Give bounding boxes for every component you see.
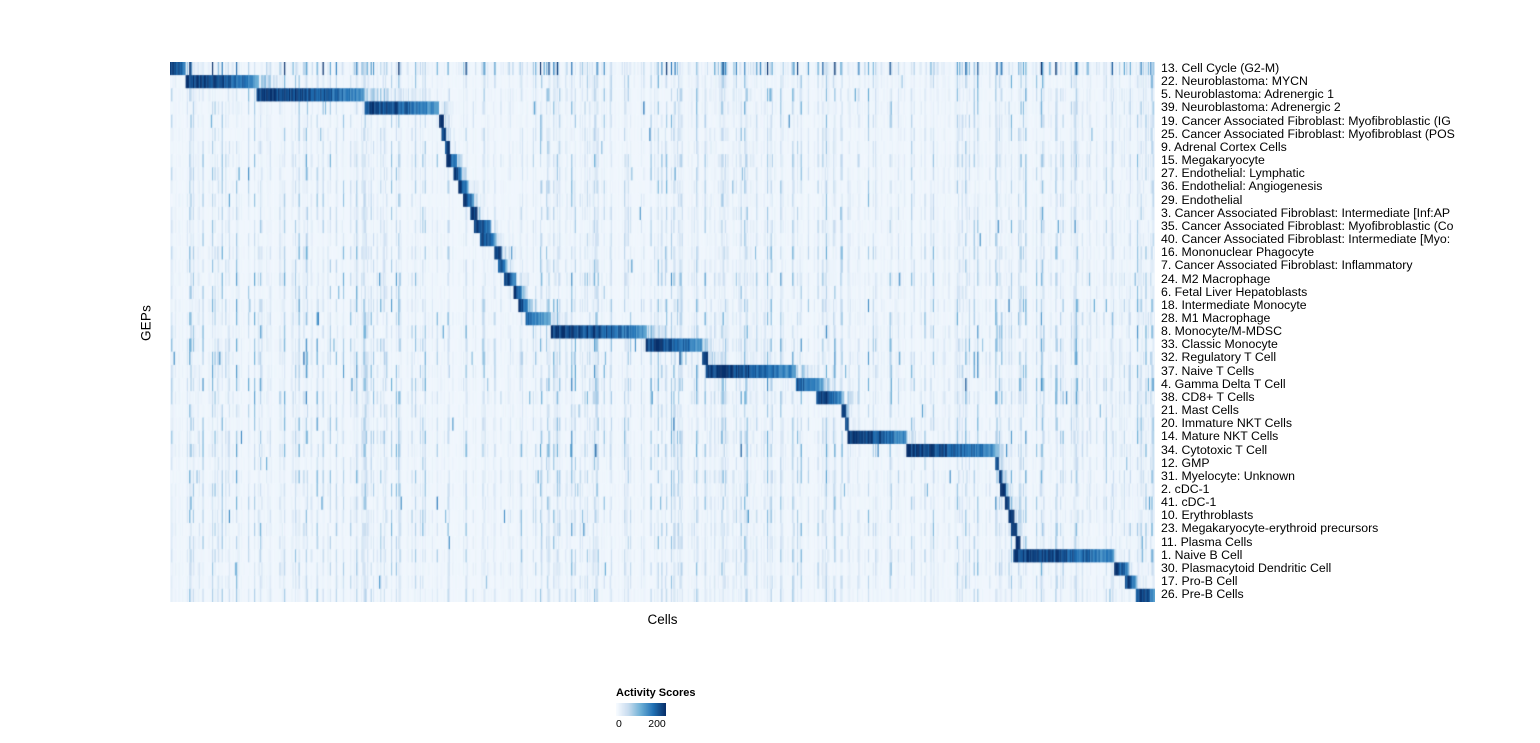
row-label: 32. Regulatory T Cell (1161, 350, 1277, 365)
row-label: 4. Gamma Delta T Cell (1161, 376, 1286, 391)
x-axis-label: Cells (647, 612, 678, 627)
row-label: 38. CD8+ T Cells (1161, 389, 1255, 404)
row-label: 29. Endothelial (1161, 192, 1243, 207)
legend-min-label: 0 (616, 718, 622, 730)
row-label: 26. Pre-B Cells (1161, 587, 1244, 602)
legend-scale-labels: 0 200 (616, 718, 736, 732)
row-label: 15. Megakaryocyte (1161, 153, 1265, 168)
row-label: 5. Neuroblastoma: Adrenergic 1 (1161, 87, 1334, 102)
row-label: 11. Plasma Cells (1161, 534, 1253, 549)
y-axis-label: GEPs (138, 304, 154, 342)
row-label: 34. Cytotoxic T Cell (1161, 442, 1268, 457)
legend: Activity Scores 0 200 (616, 687, 736, 732)
row-label: 2. cDC-1 (1161, 482, 1210, 496)
row-label: 39. Neuroblastoma: Adrenergic 2 (1161, 100, 1341, 115)
row-label: 30. Plasmacytoid Dendritic Cell (1161, 560, 1332, 575)
row-label: 14. Mature NKT Cells (1161, 429, 1279, 444)
heatmap-canvas (170, 62, 1155, 602)
row-label: 13. Cell Cycle (G2-M) (1161, 61, 1280, 75)
row-label: 8. Monocyte/M-MDSC (1161, 324, 1282, 339)
row-label: 20. Immature NKT Cells (1161, 416, 1292, 431)
legend-colorbar (616, 703, 666, 716)
row-label: 25. Cancer Associated Fibroblast: Myofib… (1161, 126, 1455, 141)
row-label: 7. Cancer Associated Fibroblast: Inflamm… (1161, 258, 1413, 273)
row-label: 21. Mast Cells (1161, 403, 1239, 418)
row-label: 41. cDC-1 (1161, 495, 1217, 510)
row-label: 31. Myelocyte: Unknown (1161, 468, 1295, 483)
row-label: 1. Naive B Cell (1161, 547, 1243, 562)
row-label: 17. Pro-B Cell (1161, 574, 1238, 589)
row-label: 12. GMP (1161, 455, 1210, 470)
row-label: 3. Cancer Associated Fibroblast: Interme… (1161, 205, 1451, 220)
row-label: 19. Cancer Associated Fibroblast: Myofib… (1161, 113, 1451, 128)
row-label: 40. Cancer Associated Fibroblast: Interm… (1161, 232, 1451, 247)
row-label: 22. Neuroblastoma: MYCN (1161, 74, 1308, 89)
row-label: 27. Endothelial: Lymphatic (1161, 166, 1305, 181)
row-label: 18. Intermediate Monocyte (1161, 297, 1307, 312)
legend-title: Activity Scores (616, 687, 696, 699)
row-label: 6. Fetal Liver Hepatoblasts (1161, 284, 1308, 299)
row-label: 16. Mononuclear Phagocyte (1161, 245, 1315, 260)
row-label: 36. Endothelial: Angiogenesis (1161, 179, 1323, 194)
row-label: 23. Megakaryocyte-erythroid precursors (1161, 521, 1379, 536)
row-label: 37. Naive T Cells (1161, 363, 1255, 378)
row-label: 10. Erythroblasts (1161, 508, 1254, 523)
row-label: 28. M1 Macrophage (1161, 310, 1271, 325)
row-label: 33. Classic Monocyte (1161, 337, 1278, 352)
legend-max-label: 200 (648, 718, 666, 730)
row-label: 24. M2 Macrophage (1161, 271, 1271, 286)
row-label: 35. Cancer Associated Fibroblast: Myofib… (1161, 218, 1454, 233)
row-labels: 13. Cell Cycle (G2-M) 22. Neuroblastoma: … (1161, 61, 1455, 602)
row-label: 9. Adrenal Cortex Cells (1161, 139, 1287, 154)
